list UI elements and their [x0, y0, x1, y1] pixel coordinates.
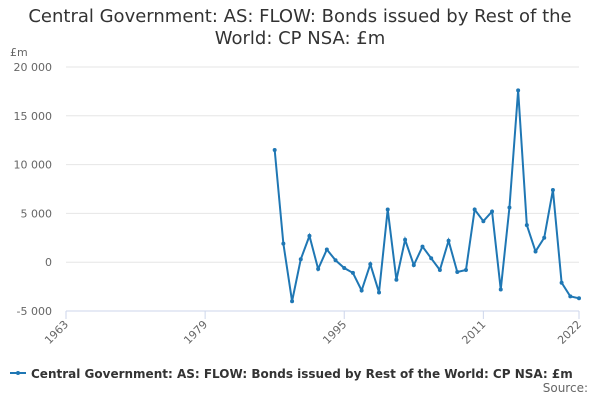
series-line	[273, 90, 580, 302]
point	[359, 288, 364, 293]
point	[281, 241, 286, 246]
point	[324, 247, 329, 252]
y-unit: £m	[10, 46, 28, 59]
y-tick-label: -5 000	[17, 305, 52, 318]
point	[307, 233, 312, 238]
point	[550, 187, 555, 192]
x-tick-label: 1963	[42, 318, 71, 347]
point	[368, 262, 373, 267]
point	[333, 258, 338, 263]
y-tick-label: 15 000	[14, 110, 53, 123]
point	[498, 287, 503, 292]
point	[420, 244, 425, 249]
y-tick-label: 10 000	[14, 159, 53, 172]
x-tick-label: 1979	[181, 318, 210, 347]
point	[490, 209, 495, 214]
point	[568, 294, 573, 299]
point	[446, 238, 451, 243]
point	[377, 290, 382, 295]
y-tick-label: 0	[45, 256, 52, 269]
point	[481, 219, 486, 224]
point	[472, 207, 477, 212]
point	[342, 266, 347, 271]
point	[350, 270, 355, 275]
chart-title: Central Government: AS: FLOW: Bonds issu…	[28, 6, 572, 49]
point	[403, 237, 408, 242]
point	[394, 277, 399, 282]
point	[290, 299, 295, 304]
point	[542, 235, 547, 240]
source: Source:	[543, 381, 588, 395]
point	[463, 268, 468, 273]
point	[437, 268, 442, 273]
point	[272, 147, 277, 152]
point	[385, 207, 390, 212]
x-tick-label: 2011	[459, 318, 488, 347]
point	[316, 267, 321, 272]
y-tick-label: 20 000	[14, 61, 53, 74]
point	[533, 249, 538, 254]
legend-symbol-dot	[16, 371, 20, 375]
point	[455, 269, 460, 274]
point	[577, 296, 581, 301]
x-tick-label: 1995	[320, 318, 349, 347]
point	[429, 256, 434, 261]
point	[411, 263, 416, 268]
point	[524, 223, 529, 228]
legend-label: Central Government: AS: FLOW: Bonds issu…	[31, 367, 573, 381]
point	[298, 257, 303, 262]
point	[559, 280, 564, 285]
point	[507, 205, 512, 210]
x-tick-label: 2022	[555, 318, 584, 347]
point	[516, 88, 521, 93]
y-tick-label: 5 000	[21, 207, 53, 220]
